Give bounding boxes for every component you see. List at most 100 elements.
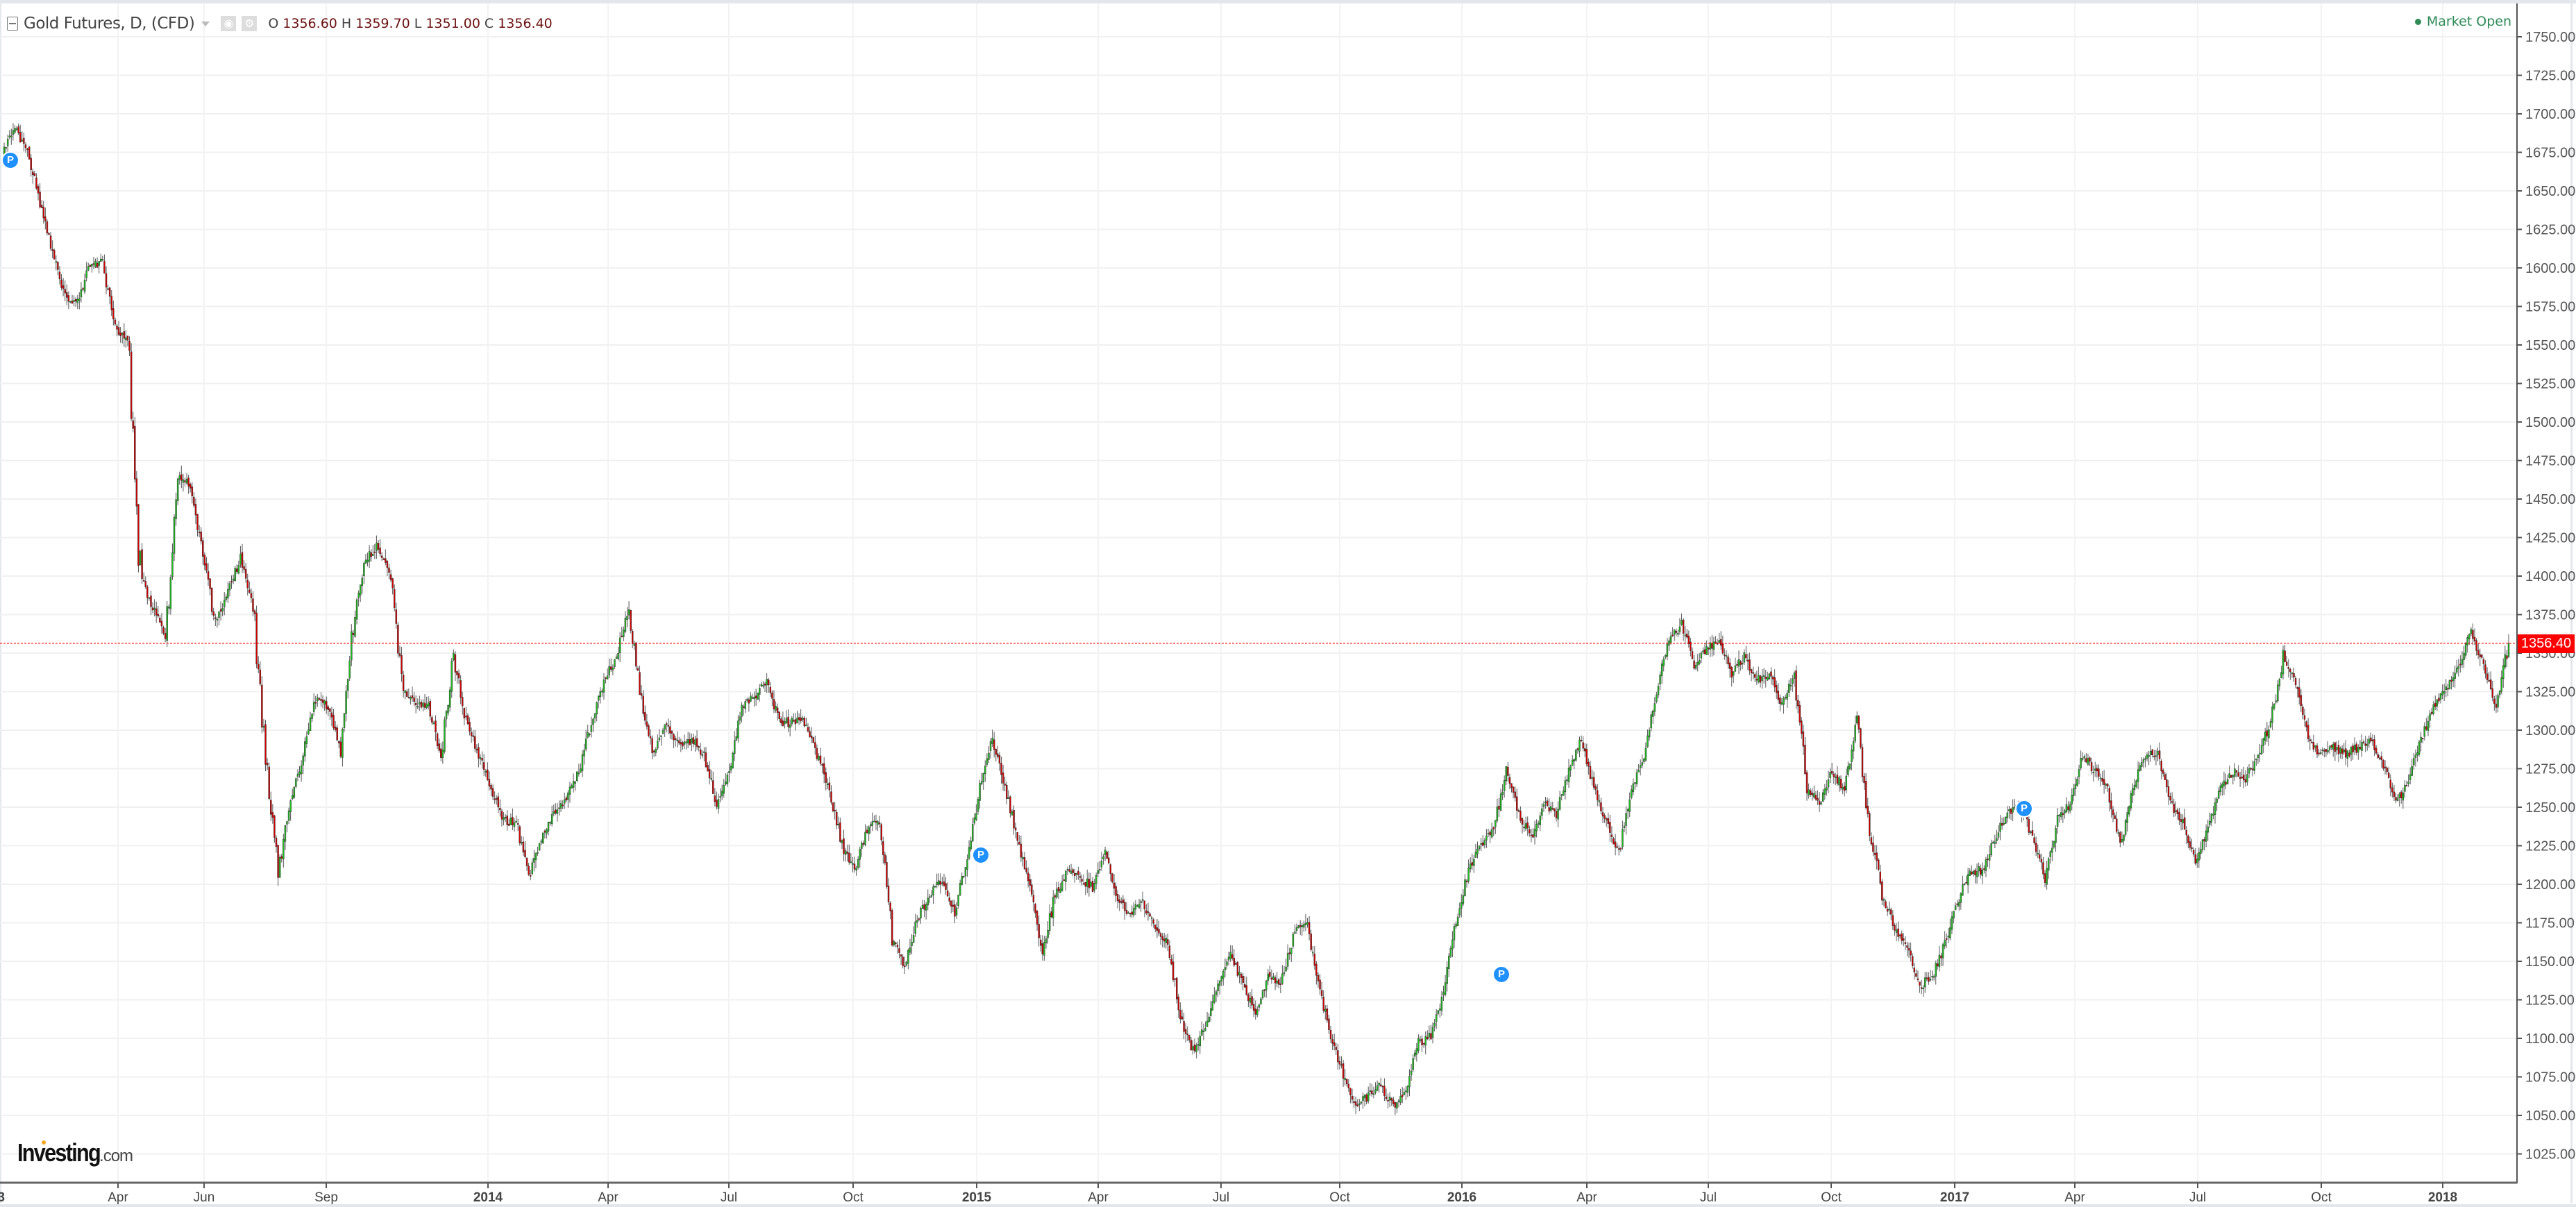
candle-body-down: [809, 731, 811, 737]
candle-body-down: [275, 837, 278, 847]
candle-body-up: [612, 667, 614, 670]
candle: [1971, 865, 1973, 875]
candle-body-up: [1133, 908, 1135, 915]
investing-logo[interactable]: Investing .com: [17, 1138, 133, 1167]
candle: [923, 900, 925, 918]
candle: [1335, 1043, 1338, 1055]
candle: [372, 545, 374, 556]
candle: [995, 748, 997, 762]
candle-body-up: [2049, 851, 2052, 857]
low-value: 1351.00: [426, 16, 480, 31]
candle: [488, 771, 491, 791]
candle-body-up: [1378, 1082, 1380, 1086]
candle: [2411, 758, 2413, 776]
candle: [1845, 768, 1848, 794]
x-axis[interactable]: 2013AprJunSep2014AprJulOct2015AprJulOct2…: [0, 1183, 2457, 1205]
candle: [703, 747, 705, 761]
candle-body-down: [1945, 938, 1948, 940]
candle: [330, 707, 333, 727]
candle-body-up: [503, 817, 505, 820]
candle-body-down: [1113, 882, 1116, 889]
candle: [1817, 790, 1819, 805]
gear-icon[interactable]: ⚙: [242, 16, 258, 31]
collapse-icon[interactable]: [7, 17, 18, 31]
candle-body-down: [2316, 745, 2318, 754]
candle: [1295, 923, 1298, 934]
candle: [1460, 894, 1463, 918]
instrument-title[interactable]: Gold Futures, D, (CFD): [24, 15, 195, 33]
candle: [117, 321, 120, 336]
candle: [2260, 738, 2263, 755]
candle-body-up: [909, 947, 911, 953]
candle: [796, 711, 798, 724]
candle-body-down: [2176, 809, 2179, 815]
candle: [1945, 933, 1948, 948]
candle: [1413, 1049, 1416, 1060]
candle-body-up: [1697, 661, 1699, 666]
candle-body-down: [1926, 977, 1928, 979]
candle: [2049, 850, 2052, 864]
candle-body-up: [2144, 758, 2146, 760]
candle: [2243, 766, 2245, 788]
candle: [2153, 750, 2155, 761]
y-axis[interactable]: 1750.001725.001700.001675.001650.001625.…: [2517, 30, 2575, 1163]
candle: [930, 890, 933, 898]
candle-body-up: [1702, 650, 1704, 652]
event-marker[interactable]: P: [1, 151, 19, 169]
candle: [1430, 1024, 1432, 1040]
chevron-down-icon[interactable]: [201, 21, 210, 26]
candle-body-down: [2160, 761, 2162, 772]
candle: [896, 941, 899, 954]
event-marker[interactable]: P: [2015, 800, 2033, 818]
candle-body-up: [1648, 729, 1651, 738]
candle: [1650, 711, 1652, 732]
candle-body-down: [488, 779, 491, 787]
candle: [1805, 770, 1808, 801]
candle-body-down: [2334, 742, 2337, 752]
candle: [2010, 808, 2012, 820]
candle: [1762, 668, 1765, 684]
candle: [325, 696, 328, 714]
candle: [1134, 900, 1137, 915]
candle-body-down: [1532, 834, 1534, 838]
candle-body-up: [1659, 675, 1661, 685]
candle-body-down: [268, 766, 270, 799]
candle: [1057, 881, 1060, 900]
candle: [2205, 824, 2207, 847]
candle: [321, 695, 324, 709]
candle-body-down: [465, 716, 467, 718]
candle-body-down: [474, 736, 476, 749]
event-marker[interactable]: P: [1492, 965, 1510, 984]
candle-body-down: [1583, 748, 1586, 752]
candle-body-down: [1833, 773, 1835, 777]
candle-body-down: [1036, 911, 1038, 925]
candle-body-down: [2241, 777, 2243, 779]
candle-body-up: [2071, 795, 2073, 804]
candle-body-down: [689, 739, 691, 745]
candle-body-down: [334, 726, 337, 730]
candle: [1204, 1021, 1206, 1031]
candle-body-up: [1410, 1070, 1413, 1076]
candle: [1297, 925, 1299, 929]
candle-body-up: [1206, 1020, 1209, 1027]
event-marker[interactable]: P: [972, 846, 990, 864]
candle-body-down: [264, 724, 267, 765]
candle-body-up: [2404, 784, 2406, 792]
candle-body-up: [69, 301, 71, 303]
candle: [1888, 901, 1890, 915]
candle: [508, 818, 510, 827]
candle-body-up: [1808, 789, 1810, 795]
candle-body-down: [1322, 997, 1324, 1011]
candle-body-down: [2309, 739, 2311, 741]
candle: [565, 795, 568, 803]
candle-body-up: [2146, 754, 2148, 759]
candle-body-down: [898, 948, 900, 953]
candle: [128, 336, 131, 356]
candle-body-down: [2425, 726, 2427, 730]
candle-body-up: [1678, 626, 1681, 632]
eye-icon[interactable]: ◉: [221, 16, 237, 31]
x-tick-label: Jul: [2189, 1190, 2206, 1205]
candle-body-down: [506, 815, 508, 825]
candle: [1095, 872, 1097, 890]
